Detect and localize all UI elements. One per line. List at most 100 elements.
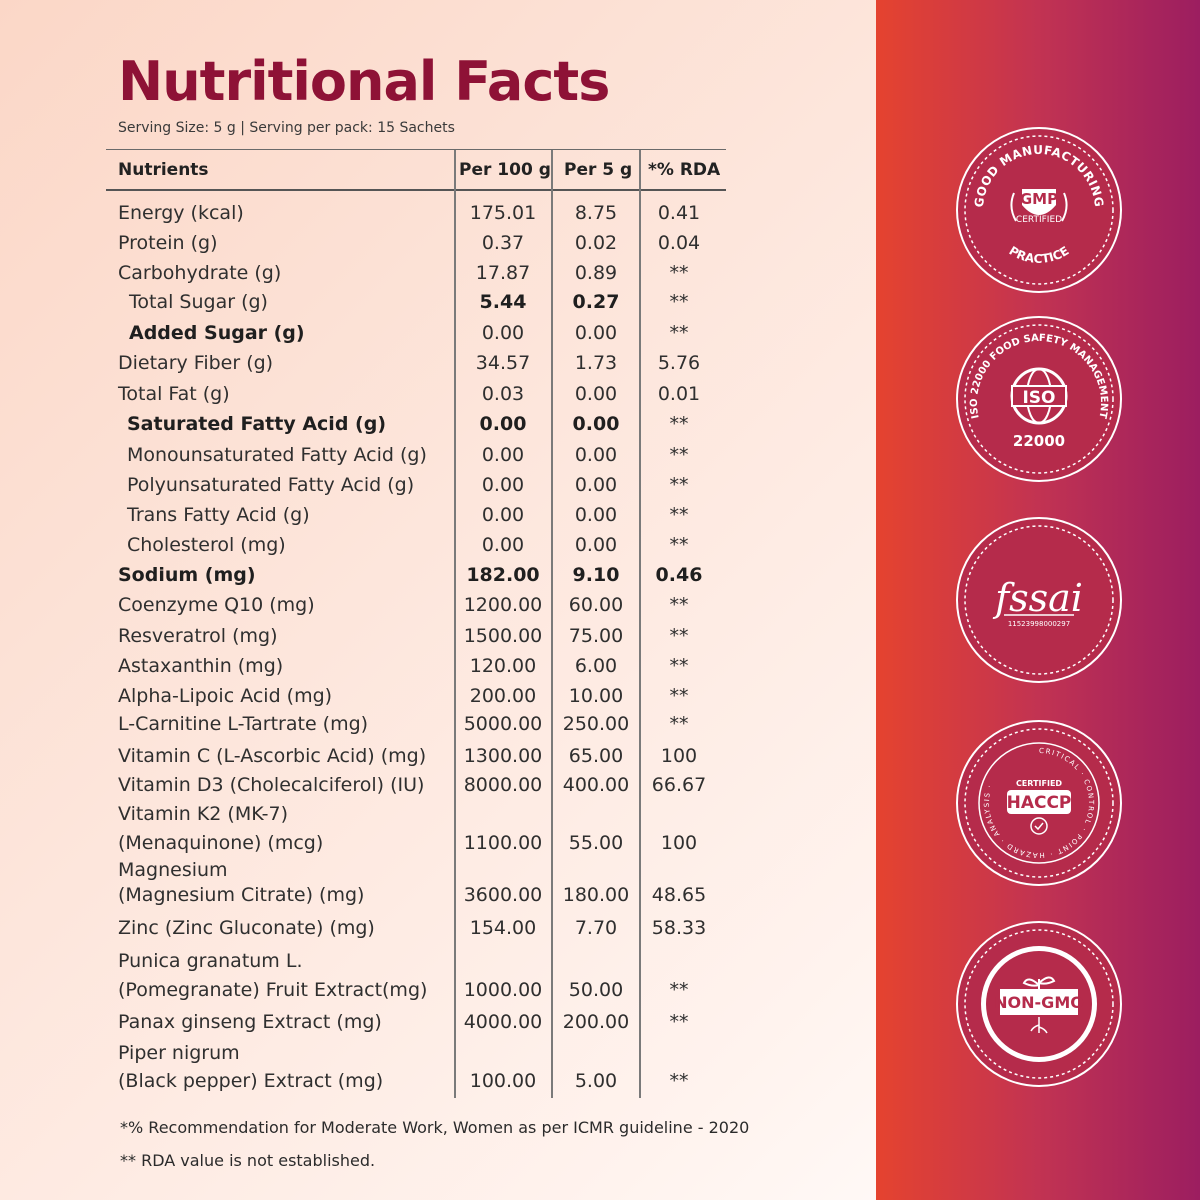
svg-text:GMP: GMP <box>1020 190 1058 208</box>
svg-text:NON-GMO: NON-GMO <box>994 993 1084 1012</box>
svg-text:CERTIFIED: CERTIFIED <box>1016 779 1062 788</box>
nutrient-name: Carbohydrate (g) <box>118 262 282 284</box>
fssai-badge: fssai 11523998000297 <box>956 517 1122 683</box>
value-per-100g: 1300.00 <box>463 745 543 767</box>
gmp-badge: GOOD MANUFACTURING PRACTICE GMP CERTIFIE… <box>956 127 1122 293</box>
serving-info: Serving Size: 5 g | Serving per pack: 15… <box>118 120 455 136</box>
value-rda: ** <box>669 594 689 616</box>
nutrient-name: Vitamin K2 (MK-7) <box>118 803 289 825</box>
value-per-100g: 120.00 <box>469 655 537 677</box>
nutrient-name: Monounsaturated Fatty Acid (g) <box>127 444 427 466</box>
header-per-100g: Per 100 g <box>459 160 551 180</box>
value-per-5g: 1.73 <box>574 352 618 374</box>
svg-text:CERTIFIED: CERTIFIED <box>1016 215 1062 225</box>
svg-text:22000: 22000 <box>1013 432 1065 450</box>
gmp-seal-icon: GOOD MANUFACTURING PRACTICE GMP CERTIFIE… <box>964 135 1114 285</box>
nutrition-panel: Nutritional Facts Serving Size: 5 g | Se… <box>106 50 750 1170</box>
value-per-5g: 0.89 <box>574 262 618 284</box>
footnote-rda: *% Recommendation for Moderate Work, Wom… <box>120 1118 750 1137</box>
nutrient-name: Punica granatum L. <box>118 950 303 972</box>
iso-seal-icon: ISO 22000 FOOD SAFETY MANAGEMENT ISO 220… <box>964 324 1114 474</box>
value-per-100g: 8000.00 <box>463 774 543 796</box>
value-per-5g: 6.00 <box>574 655 618 677</box>
nutrient-name: Polyunsaturated Fatty Acid (g) <box>127 474 415 496</box>
value-per-5g: 0.00 <box>574 534 618 556</box>
value-rda: 0.46 <box>655 564 703 586</box>
value-per-5g: 7.70 <box>574 917 618 939</box>
header-nutrients: Nutrients <box>118 160 209 180</box>
header-per-5g: Per 5 g <box>564 160 633 180</box>
iso-badge: ISO 22000 FOOD SAFETY MANAGEMENT ISO 220… <box>956 316 1122 482</box>
value-rda: ** <box>669 474 689 496</box>
value-per-100g: 0.00 <box>479 413 527 435</box>
nutrient-name: Cholesterol (mg) <box>127 534 286 556</box>
value-per-100g: 0.00 <box>481 504 525 526</box>
haccp-seal-icon: CRITICAL · CONTROL · POINT · HAZARD · AN… <box>964 728 1114 878</box>
nutrient-name: Zinc (Zinc Gluconate) (mg) <box>118 917 375 939</box>
value-per-100g: 100.00 <box>469 1070 537 1092</box>
nutrient-name: Dietary Fiber (g) <box>118 352 274 374</box>
value-rda: 100 <box>660 832 698 854</box>
value-rda: 58.33 <box>651 917 707 939</box>
value-rda: ** <box>669 322 689 344</box>
value-per-5g: 0.00 <box>574 444 618 466</box>
nutrient-name-continued: (Pomegranate) Fruit Extract(mg) <box>118 979 428 1001</box>
value-rda: ** <box>669 444 689 466</box>
value-per-100g: 200.00 <box>469 685 537 707</box>
nutrient-name: Total Fat (g) <box>118 383 230 405</box>
nutrient-name: Protein (g) <box>118 232 218 254</box>
value-per-5g: 0.00 <box>574 504 618 526</box>
page-title: Nutritional Facts <box>118 50 610 113</box>
nutrient-name: Sodium (mg) <box>118 564 256 586</box>
value-per-100g: 1200.00 <box>463 594 543 616</box>
value-per-100g: 4000.00 <box>463 1011 543 1033</box>
value-per-100g: 1000.00 <box>463 979 543 1001</box>
value-per-100g: 5000.00 <box>463 713 543 735</box>
value-per-100g: 17.87 <box>475 262 531 284</box>
nutrient-name: Magnesium <box>118 859 228 881</box>
value-per-100g: 1500.00 <box>463 625 543 647</box>
svg-text:ISO: ISO <box>1022 388 1055 408</box>
value-rda: 100 <box>660 745 698 767</box>
value-per-5g: 10.00 <box>568 685 624 707</box>
nutrient-name: Vitamin C (L-Ascorbic Acid) (mg) <box>118 745 427 767</box>
value-per-5g: 0.00 <box>572 413 620 435</box>
value-per-5g: 0.00 <box>574 474 618 496</box>
table-top-rule <box>106 149 726 150</box>
value-per-5g: 5.00 <box>574 1070 618 1092</box>
value-per-5g: 180.00 <box>562 884 630 906</box>
nutrient-name: Piper nigrum <box>118 1042 240 1064</box>
value-per-100g: 5.44 <box>479 291 527 313</box>
nutrient-name: Alpha-Lipoic Acid (mg) <box>118 685 333 707</box>
value-per-5g: 65.00 <box>568 745 624 767</box>
value-per-5g: 75.00 <box>568 625 624 647</box>
nutrient-name: Resveratrol (mg) <box>118 625 278 647</box>
nutrient-name: Vitamin D3 (Cholecalciferol) (IU) <box>118 774 425 796</box>
value-per-5g: 0.02 <box>574 232 618 254</box>
nutrient-name: Astaxanthin (mg) <box>118 655 284 677</box>
haccp-badge: CRITICAL · CONTROL · POINT · HAZARD · AN… <box>956 720 1122 886</box>
svg-text:HACCP: HACCP <box>1007 793 1072 813</box>
value-per-5g: 200.00 <box>562 1011 630 1033</box>
nutrient-name: L-Carnitine L-Tartrate (mg) <box>118 713 369 735</box>
svg-text:PRACTICE: PRACTICE <box>1007 244 1072 266</box>
svg-text:11523998000297: 11523998000297 <box>1008 620 1070 628</box>
value-per-5g: 8.75 <box>574 202 618 224</box>
table-header-rule <box>106 189 726 191</box>
value-per-5g: 0.00 <box>574 322 618 344</box>
value-per-100g: 3600.00 <box>463 884 543 906</box>
value-rda: ** <box>669 713 689 735</box>
value-per-100g: 0.00 <box>481 444 525 466</box>
value-per-100g: 0.00 <box>481 322 525 344</box>
header-rda: *% RDA <box>648 160 721 180</box>
value-rda: ** <box>669 1011 689 1033</box>
value-per-100g: 0.37 <box>481 232 525 254</box>
nutrient-name-continued: (Black pepper) Extract (mg) <box>118 1070 384 1092</box>
column-divider <box>639 150 641 1098</box>
value-rda: ** <box>669 655 689 677</box>
value-per-5g: 0.00 <box>574 383 618 405</box>
value-rda: 0.01 <box>657 383 701 405</box>
value-per-5g: 250.00 <box>562 713 630 735</box>
nutrient-name: Saturated Fatty Acid (g) <box>127 413 387 435</box>
value-rda: 48.65 <box>651 884 707 906</box>
